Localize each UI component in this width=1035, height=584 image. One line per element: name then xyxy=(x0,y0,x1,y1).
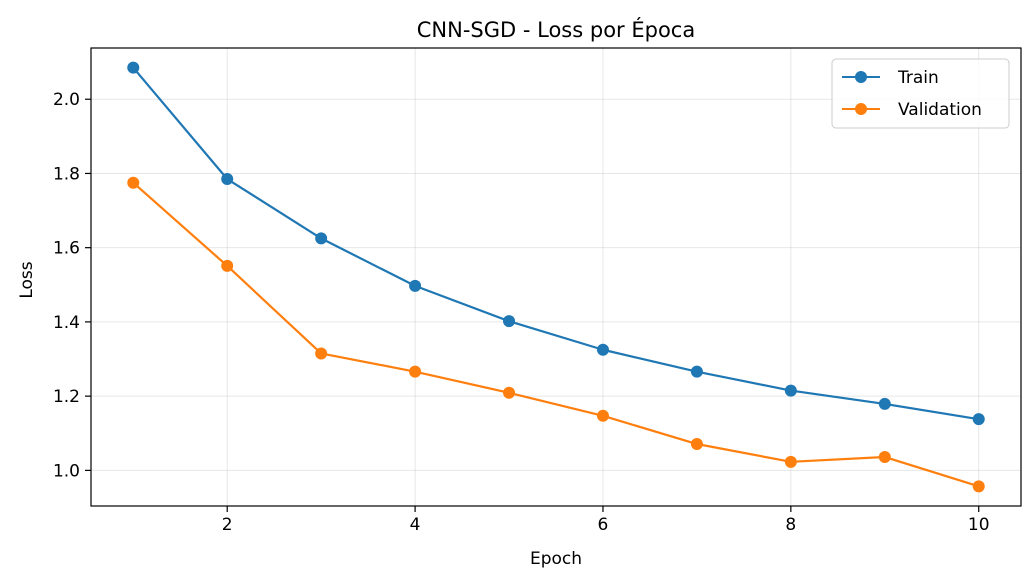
data-point-validation xyxy=(690,438,703,451)
data-point-train xyxy=(409,279,422,292)
series-train xyxy=(127,61,985,426)
plot-area xyxy=(90,47,1022,507)
axis-ticks: 2 4 6 8 10 1.0 1.2 1.4 1.6 1.8 2.0 xyxy=(53,90,990,535)
data-point-validation xyxy=(503,386,516,399)
data-point-train xyxy=(221,173,234,186)
y-tick-label: 1.4 xyxy=(53,313,80,333)
series-line-validation xyxy=(132,181,980,488)
y-axis-label: Loss xyxy=(17,261,37,298)
x-tick-label: 8 xyxy=(785,515,796,535)
data-point-train xyxy=(127,61,140,74)
y-tick-label: 1.2 xyxy=(53,387,80,407)
series-line-train xyxy=(132,66,979,421)
data-point-train xyxy=(690,365,703,378)
legend-marker-train xyxy=(855,71,867,83)
series-lines xyxy=(127,61,985,493)
x-tick-label: 10 xyxy=(968,515,990,535)
y-tick-label: 2.0 xyxy=(53,90,80,110)
data-point-validation xyxy=(315,347,328,360)
data-point-train xyxy=(503,315,516,328)
legend-item-train: Train xyxy=(842,68,939,88)
chart-title: CNN-SGD - Loss por Época xyxy=(417,17,695,42)
data-point-train xyxy=(596,343,609,356)
x-tick-label: 6 xyxy=(598,515,609,535)
data-point-train xyxy=(784,384,797,397)
data-point-validation xyxy=(127,176,140,189)
y-tick-label: 1.8 xyxy=(53,164,80,184)
legend-marker-validation xyxy=(855,103,867,115)
legend-label-train: Train xyxy=(897,68,939,88)
x-tick-label: 2 xyxy=(222,515,233,535)
legend-item-validation: Validation xyxy=(842,100,982,120)
y-tick-label: 1.6 xyxy=(53,239,80,259)
data-point-validation xyxy=(972,480,985,493)
x-tick-label: 4 xyxy=(410,515,421,535)
x-axis-label: Epoch xyxy=(530,549,582,569)
data-point-train xyxy=(315,232,328,245)
data-point-validation xyxy=(221,259,234,272)
legend-label-validation: Validation xyxy=(898,100,982,120)
data-point-validation xyxy=(596,409,609,422)
data-point-validation xyxy=(878,451,891,464)
series-validation xyxy=(127,176,985,493)
data-point-train xyxy=(972,413,985,426)
data-point-train xyxy=(878,397,891,410)
y-tick-label: 1.0 xyxy=(53,461,80,481)
data-point-validation xyxy=(409,365,422,378)
legend: Train Validation xyxy=(831,58,1010,129)
data-point-validation xyxy=(784,455,797,468)
